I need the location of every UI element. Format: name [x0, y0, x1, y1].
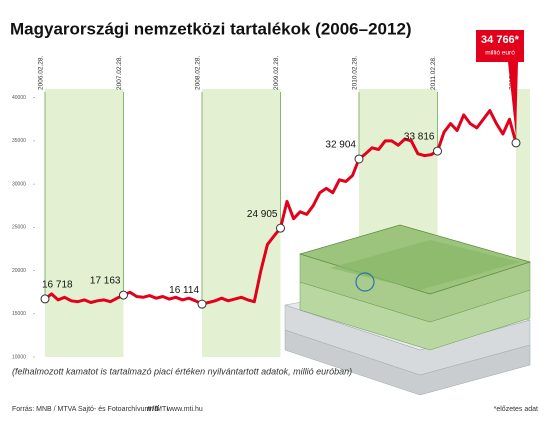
data-label: 16 114 — [169, 285, 199, 296]
y-tick-label: 35000 — [12, 138, 26, 144]
point — [119, 290, 128, 300]
point — [511, 138, 521, 148]
y-tick-label: 20000 — [12, 268, 26, 274]
data-label: 32 904 — [325, 140, 356, 151]
band — [45, 89, 124, 357]
logo: mti — [147, 404, 160, 413]
x-tick-label: 2006.02.28. — [38, 55, 45, 90]
unit-label: millió euró — [485, 50, 515, 57]
source: Forrás: MNB / MTVA Sajtó- és Fotoarchívu… — [12, 406, 168, 413]
point — [276, 223, 285, 233]
note: (felhalmozott kamatot is tartalmazó piac… — [12, 366, 352, 376]
x-tick-label: 2009.02.28. — [273, 55, 280, 90]
point — [433, 146, 442, 156]
y-tick-label: 40000 — [12, 95, 26, 101]
data-label: 33 816 — [404, 132, 435, 143]
y-tick-label: 25000 — [12, 225, 26, 231]
money-pile — [284, 224, 532, 396]
x-tick-label: 2011.02.28. — [430, 56, 437, 90]
data-label: 24 905 — [247, 209, 278, 220]
band — [202, 89, 281, 357]
data-label: 16 718 — [42, 280, 73, 291]
y-tick-label: 10000 — [12, 354, 26, 360]
chart-title: Magyarországi nemzetközi tartalékok (200… — [10, 19, 412, 38]
x-tick-label: 2008.02.28. — [195, 55, 202, 90]
footnote: *előzetes adat — [494, 406, 538, 413]
y-tick-label: 30000 — [12, 181, 26, 187]
data-label: 17 163 — [90, 276, 121, 287]
website: www.mti.hu — [166, 406, 203, 413]
point — [354, 154, 364, 164]
data-label: 34 766* — [481, 34, 520, 46]
x-tick-label: 2010.02.28. — [352, 55, 359, 90]
point — [40, 294, 50, 304]
plot: 10000 15000 20000 25000 30000 35000 40000 2006.… — [12, 30, 524, 360]
point — [197, 299, 207, 309]
x-tick-label: 2007.02.28. — [116, 55, 123, 90]
callout — [476, 30, 524, 137]
y-tick-label: 15000 — [12, 311, 26, 317]
